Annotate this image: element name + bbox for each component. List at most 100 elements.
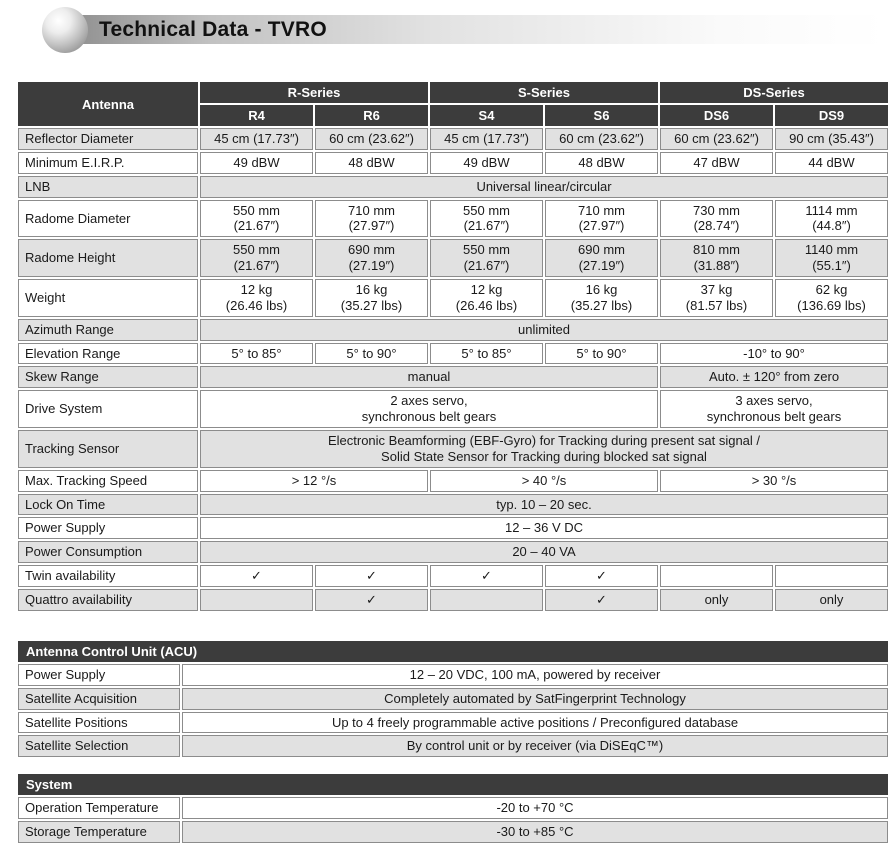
table-row: Power Supply 12 – 36 V DC — [18, 517, 888, 540]
cell-value: 60 cm (23.62″) — [315, 128, 428, 150]
cell-value: 2 axes servo, synchronous belt gears — [200, 390, 658, 429]
table-row: Radome Height 550 mm (21.67″) 690 mm (27.1… — [18, 239, 888, 278]
row-label: Azimuth Range — [18, 318, 198, 341]
cell-value: ✓ — [315, 589, 428, 611]
table-row: Reflector Diameter 45 cm (17.73″) 60 cm (2… — [18, 128, 888, 150]
table-row: Satellite Acquisition Completely automate… — [18, 687, 888, 710]
table-row: Drive System 2 axes servo, synchronous be… — [18, 390, 888, 429]
table-row: LNB Universal linear/circular — [18, 175, 888, 198]
table-row: Radome Diameter 550 mm (21.67″) 710 mm (27… — [18, 199, 888, 238]
row-label: Storage Temperature — [18, 821, 180, 844]
model-header: S6 — [545, 105, 658, 126]
cell-value: > 30 °/s — [660, 469, 888, 492]
cell-value: 12 kg (26.46 lbs) — [200, 279, 313, 317]
row-label: Satellite Selection — [18, 735, 180, 758]
row-label: Power Supply — [18, 517, 198, 540]
table-row: Elevation Range 5° to 85° 5° to 90° 5° to 8… — [18, 342, 888, 365]
table-row: Skew Range manual Auto. ± 120° from zero — [18, 366, 888, 389]
cell-value: -30 to +85 °C — [182, 821, 888, 844]
acu-table: Antenna Control Unit (ACU) Power Supply 1… — [16, 639, 890, 759]
cell-value: 49 dBW — [200, 151, 313, 174]
page-header: Technical Data - TVRO — [0, 0, 894, 62]
cell-value: ✓ — [545, 565, 658, 588]
table-row: Weight 12 kg (26.46 lbs) 16 kg (35.27 lbs)… — [18, 279, 888, 317]
cell-value: Electronic Beamforming (EBF-Gyro) for Tr… — [200, 430, 888, 468]
table-row: Lock On Time typ. 10 – 20 sec. — [18, 493, 888, 516]
cell-value: 12 – 20 VDC, 100 mA, powered by receiver — [182, 663, 888, 686]
table-row: Tracking Sensor Electronic Beamforming (E… — [18, 430, 888, 468]
cell-value — [775, 565, 888, 588]
cell-value: By control unit or by receiver (via DiSE… — [182, 735, 888, 758]
row-label: Max. Tracking Speed — [18, 469, 198, 492]
table-row: Azimuth Range unlimited — [18, 318, 888, 341]
row-label: Reflector Diameter — [18, 128, 198, 150]
cell-value: 550 mm (21.67″) — [200, 239, 313, 278]
row-label: Satellite Acquisition — [18, 687, 180, 710]
cell-value: 710 mm (27.97″) — [545, 199, 658, 238]
row-label: Drive System — [18, 390, 198, 429]
cell-value: 49 dBW — [430, 151, 543, 174]
cell-value: 20 – 40 VA — [200, 541, 888, 564]
table-row: Storage Temperature -30 to +85 °C — [18, 821, 888, 844]
antenna-spec-table: Antenna R-Series S-Series DS-Series R4 R6 S4 S6… — [16, 80, 890, 613]
cell-value: 550 mm (21.67″) — [430, 199, 543, 238]
cell-value: 550 mm (21.67″) — [200, 199, 313, 238]
row-label: Operation Temperature — [18, 797, 180, 820]
cell-value: 62 kg (136.69 lbs) — [775, 279, 888, 317]
cell-value: 47 dBW — [660, 151, 773, 174]
cell-value: 60 cm (23.62″) — [545, 128, 658, 150]
cell-value: manual — [200, 366, 658, 389]
cell-value: 5° to 90° — [545, 342, 658, 365]
table-row: Operation Temperature -20 to +70 °C — [18, 797, 888, 820]
cell-value: 1140 mm (55.1″) — [775, 239, 888, 278]
row-label: Satellite Positions — [18, 711, 180, 734]
cell-value: ✓ — [430, 565, 543, 588]
row-label: Power Consumption — [18, 541, 198, 564]
table-row: Twin availability ✓ ✓ ✓ ✓ — [18, 565, 888, 588]
cell-value — [200, 589, 313, 611]
cell-value: only — [660, 589, 773, 611]
cell-value: ✓ — [200, 565, 313, 588]
cell-value: 45 cm (17.73″) — [430, 128, 543, 150]
page-title: Technical Data - TVRO — [99, 18, 327, 41]
model-header: R4 — [200, 105, 313, 126]
cell-value: 690 mm (27.19″) — [315, 239, 428, 278]
row-label: Elevation Range — [18, 342, 198, 365]
table-row: Satellite Positions Up to 4 freely progra… — [18, 711, 888, 734]
cell-value: unlimited — [200, 318, 888, 341]
table-row: Satellite Selection By control unit or by… — [18, 735, 888, 758]
row-label: Quattro availability — [18, 589, 198, 611]
model-header: S4 — [430, 105, 543, 126]
row-label: Tracking Sensor — [18, 430, 198, 468]
row-label: Radome Diameter — [18, 199, 198, 238]
row-label: LNB — [18, 175, 198, 198]
cell-value: 44 dBW — [775, 151, 888, 174]
cell-value: 48 dBW — [545, 151, 658, 174]
model-header: DS6 — [660, 105, 773, 126]
cell-value: Up to 4 freely programmable active posit… — [182, 711, 888, 734]
cell-value: 5° to 85° — [200, 342, 313, 365]
table-row: Minimum E.I.R.P. 49 dBW 48 dBW 49 dBW 48 dBW… — [18, 151, 888, 174]
cell-value: 730 mm (28.74″) — [660, 199, 773, 238]
cell-value — [430, 589, 543, 611]
cell-value: only — [775, 589, 888, 611]
row-label: Minimum E.I.R.P. — [18, 151, 198, 174]
cell-value: 5° to 85° — [430, 342, 543, 365]
row-label: Radome Height — [18, 239, 198, 278]
table-row: Power Supply 12 – 20 VDC, 100 mA, powered… — [18, 663, 888, 686]
row-label: Weight — [18, 279, 198, 317]
system-table-title: System — [18, 774, 888, 796]
model-header: DS9 — [775, 105, 888, 126]
cell-value: 5° to 90° — [315, 342, 428, 365]
cell-value: 690 mm (27.19″) — [545, 239, 658, 278]
cell-value: 710 mm (27.97″) — [315, 199, 428, 238]
cell-value: 3 axes servo, synchronous belt gears — [660, 390, 888, 429]
row-label: Lock On Time — [18, 493, 198, 516]
cell-value: 48 dBW — [315, 151, 428, 174]
cell-value: Universal linear/circular — [200, 175, 888, 198]
series-group-header: R-Series — [200, 82, 428, 103]
series-group-header: DS-Series — [660, 82, 888, 103]
cell-value: 12 kg (26.46 lbs) — [430, 279, 543, 317]
cell-value — [660, 565, 773, 588]
acu-table-title: Antenna Control Unit (ACU) — [18, 640, 888, 662]
